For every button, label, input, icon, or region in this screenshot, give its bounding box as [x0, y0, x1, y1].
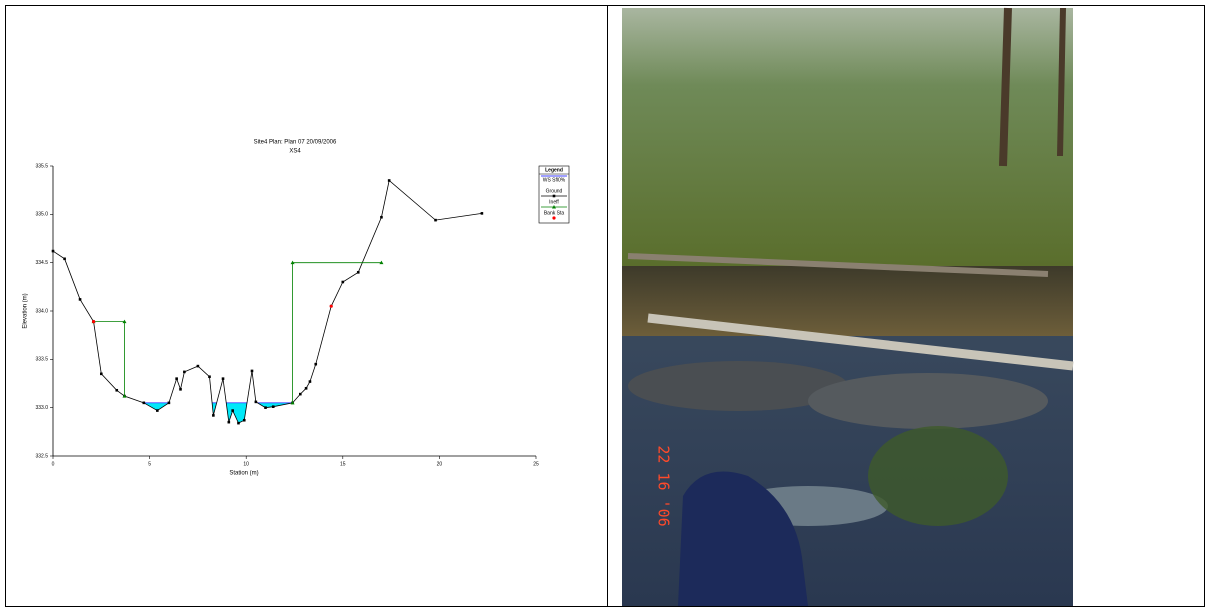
legend-label: Ineff [549, 199, 559, 205]
x-tick-label: 10 [243, 461, 249, 467]
ground-point [298, 392, 302, 396]
ground-point [271, 405, 275, 408]
photo-log [627, 253, 1049, 277]
ineffective-line [292, 262, 382, 403]
ground-point [167, 401, 171, 405]
chart: Site4 Plan: Plan 07 20/09/2006 XS4 Stati… [23, 140, 570, 477]
x-tick-label: 0 [52, 461, 55, 467]
ground-point [254, 400, 258, 404]
photo-date-stamp: 22 16 '06 [655, 445, 673, 526]
x-tick-label: 25 [533, 461, 539, 467]
ground-point [356, 271, 360, 274]
left-cell: Site4 Plan: Plan 07 20/09/2006 XS4 Stati… [5, 5, 608, 607]
ground-point [100, 372, 103, 376]
ineffective-point [290, 400, 295, 405]
bank-station [329, 304, 333, 308]
ground-point [221, 377, 225, 380]
y-axis-label: Elevation (m) [23, 293, 29, 328]
ground-point [142, 401, 146, 405]
bank-station [91, 320, 96, 324]
ground-point [237, 421, 240, 425]
ground-point [51, 249, 55, 253]
x-tick-label: 20 [437, 461, 443, 467]
ground-point [227, 420, 231, 424]
y-tick-label: 334.0 [35, 308, 48, 314]
legend-label: Bank Sta [544, 210, 565, 216]
ground-point [380, 215, 383, 219]
x-tick-label: 5 [148, 461, 151, 467]
y-tick-label: 332.5 [35, 453, 48, 459]
ground-point [183, 370, 186, 374]
ground-point [196, 364, 200, 368]
photo-tree [999, 7, 1012, 167]
x-tick-label: 15 [340, 461, 346, 467]
y-tick-label: 333.0 [35, 405, 48, 411]
x-axis-label: Station (m) [229, 471, 258, 477]
ground-point [156, 409, 159, 412]
ground-point [231, 409, 234, 412]
ground-point [250, 369, 254, 373]
ground-point [308, 380, 312, 383]
y-tick-label: 334.5 [35, 260, 48, 266]
y-tick-label: 335.5 [35, 163, 48, 169]
legend-marker [552, 205, 556, 209]
ground-point [304, 387, 308, 390]
photo-log [647, 313, 1074, 371]
y-tick-label: 335.0 [35, 212, 48, 218]
chart-subtitle: XS4 [289, 149, 301, 155]
legend-label: Ground [546, 188, 563, 194]
photo-person [678, 471, 808, 606]
ground-point [387, 179, 391, 182]
photo-shrub [868, 426, 1008, 526]
water-fill [53, 402, 482, 424]
photo: 22 16 '06 [622, 7, 1074, 606]
legend-marker [552, 194, 556, 198]
ground-point [212, 414, 215, 417]
ground-line [52, 179, 482, 424]
photo-forest [622, 8, 1073, 266]
ground-point [208, 375, 211, 379]
ineffective-point [122, 394, 127, 398]
ground-point [341, 280, 345, 284]
ground-point [242, 418, 246, 422]
right-cell: 22 16 '06 [607, 5, 1205, 607]
photo-tree [1057, 7, 1066, 157]
ineffective-point [290, 260, 295, 265]
ground-point [175, 377, 178, 380]
legend-label: WS Sfl0% [543, 177, 566, 183]
ground-point [314, 362, 318, 366]
ineffective-point [122, 319, 127, 324]
ground-point [115, 388, 119, 392]
ineffective-line [93, 321, 125, 397]
y-tick-label: 333.5 [35, 357, 48, 363]
legend-marker [552, 216, 556, 220]
ground-point [78, 298, 82, 301]
photo-rock [808, 373, 1048, 429]
photo-rock [628, 361, 848, 411]
ground-point [63, 257, 66, 261]
ground-point [434, 218, 437, 222]
ineffective-point [379, 260, 384, 265]
ground-point [480, 212, 484, 215]
chart-title: Site4 Plan: Plan 07 20/09/2006 [254, 140, 337, 146]
ground-point [264, 406, 267, 409]
legend-title: Legend [545, 167, 563, 173]
ground-point [179, 388, 182, 391]
